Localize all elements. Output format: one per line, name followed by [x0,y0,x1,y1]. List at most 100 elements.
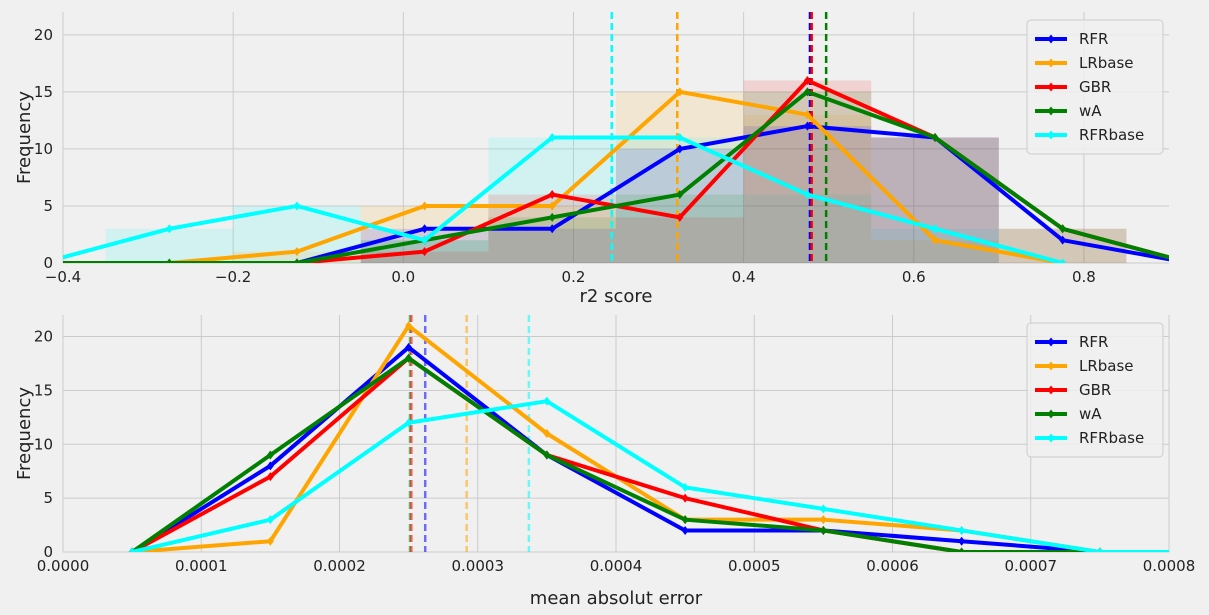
y-axis-label: Frequency [14,387,35,480]
y-tick-label: 5 [43,489,53,507]
series-point-RFR [421,224,429,234]
series-point-wA [931,133,939,142]
series-point-RFRbase [681,482,689,492]
series-line-RFR [296,124,1169,263]
series-point-RFRbase [676,133,684,142]
series-point-RFR [266,461,274,471]
series-point-wA [165,258,173,263]
series-point-LRbase [819,515,827,525]
series-point-GBR [548,190,556,200]
series-point-GBR [266,472,274,482]
series-point-LRbase [676,87,684,97]
series-point-wA [803,87,811,97]
series-point-RFRbase [1096,547,1104,552]
series-point-wA [548,212,556,222]
x-tick-label: 0.6 [902,268,926,286]
series-point-wA [266,450,274,460]
series-point-RFR [681,525,689,535]
x-tick-label: 0.0001 [175,557,228,575]
series-point-wA [293,258,301,263]
series-point-RFR [1059,235,1067,245]
histogram-bar-RFR [488,228,616,263]
x-tick-label: 0.0005 [728,557,781,575]
series-point-GBR [1187,259,1194,268]
series-point-GBR [676,212,684,222]
legend-label-GBR: GBR [1079,381,1111,399]
series-point-RFRbase [266,515,274,525]
legend-marker-RFR [1047,337,1055,347]
series-point-wA [819,525,827,535]
plot-area [128,315,1169,552]
plot-area [63,12,1194,268]
series-point-RFRbase [803,190,811,200]
series-point-GBR [681,493,689,503]
legend-label-RFR: RFR [1079,30,1108,48]
x-tick-label: 0.2 [562,268,586,286]
legend-marker-RFRbase [1047,130,1055,140]
chart-panel-1: 0.0000 0.0001 0.0002 0.0003 0.0004 0.0005 0.00… [14,315,1195,609]
series-point-RFRbase [1059,258,1067,263]
legend-box [1026,19,1164,155]
histogram-bar-GBR [616,217,744,263]
legend-label-GBR: GBR [1079,78,1111,96]
y-tick-label: 15 [34,381,53,399]
series-point-LRbase [548,201,556,211]
series-point-RFRbase [931,224,939,234]
series-point-LRbase [405,321,413,331]
x-tick-label: 0.0000 [37,557,90,575]
legend-label-wA: wA [1079,102,1102,120]
series-point-RFRbase [165,224,173,234]
y-tick-label: 20 [34,26,53,44]
legend: RFR LRbase GBR wA RFRbase [1026,19,1164,155]
y-tick-label: 5 [43,197,53,215]
histogram-bar-GBR [360,251,489,263]
legend-marker-LRbase [1047,361,1055,371]
series-point-LRbase [421,201,429,211]
series-point-LRbase [803,110,811,120]
legend-label-wA: wA [1079,405,1102,423]
series-point-LRbase [931,235,939,245]
histogram-bar-LRbase [743,114,872,263]
legend-marker-LRbase [1047,58,1055,68]
series-line-LRbase [169,89,1064,263]
series-point-wA [958,547,966,552]
legend-marker-wA [1047,106,1055,116]
legend: RFR LRbase GBR wA RFRbase [1026,322,1164,458]
x-axis-label: r2 score [580,286,653,307]
series-point-RFRbase [958,525,966,535]
x-tick-label: 0.0003 [452,557,505,575]
x-tick-label: 0.4 [732,268,756,286]
y-tick-label: 15 [34,83,53,101]
series-point-wA [681,515,689,525]
x-tick-label: −0.4 [45,268,81,286]
x-tick-label: 0.0002 [313,557,366,575]
legend-label-RFRbase: RFRbase [1079,429,1144,447]
legend-marker-wA [1047,409,1055,419]
legend-marker-GBR [1047,385,1055,395]
series-point-wA [1059,224,1067,234]
x-tick-label: 0.0006 [866,557,919,575]
legend-marker-RFRbase [1047,433,1055,443]
series-point-wA [543,450,551,460]
y-axis-label: Frequency [14,91,35,184]
series-point-LRbase [266,536,274,546]
series-point-RFR [803,121,811,131]
y-tick-label: 20 [34,328,53,346]
chart-panel-0: −0.4 −0.2 0.0 0.2 0.4 0.6 0.8 0 5 10 15 20 r2 score F… [14,12,1194,307]
histogram-bar-wA [998,228,1127,263]
x-tick-label: −0.2 [215,268,251,286]
series-point-RFR [405,342,413,352]
series-line-wA [63,89,1169,263]
legend-marker-GBR [1047,82,1055,92]
legend-label-LRbase: LRbase [1079,357,1134,375]
x-axis-label: mean absolut error [530,588,703,609]
x-tick-label: 0.8 [1072,268,1096,286]
series-point-wA [1187,259,1194,268]
legend-label-LRbase: LRbase [1079,54,1134,72]
series-point-LRbase [543,429,551,438]
y-tick-label: 10 [34,435,53,453]
series-point-wA [405,353,413,363]
series-point-RFRbase [548,133,556,142]
series-point-RFRbase [405,418,413,428]
